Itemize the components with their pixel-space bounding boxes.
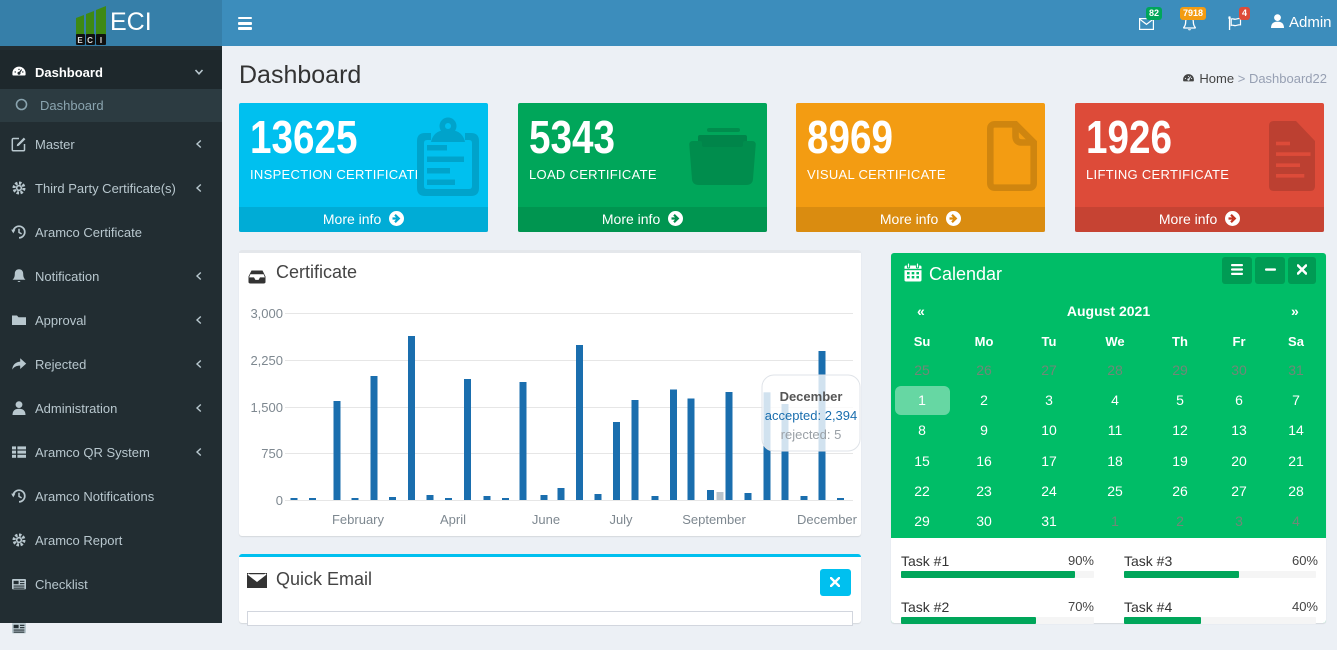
svg-text:750: 750: [261, 446, 283, 461]
svg-text:I: I: [100, 36, 102, 45]
svg-text:July: July: [609, 512, 633, 527]
svg-text:1,500: 1,500: [250, 400, 283, 415]
svg-text:3,000: 3,000: [250, 306, 283, 321]
svg-text:0: 0: [276, 493, 283, 508]
svg-text:June: June: [532, 512, 560, 527]
svg-text:rejected: 5: rejected: 5: [781, 427, 842, 442]
svg-text:2,250: 2,250: [250, 353, 283, 368]
svg-text:April: April: [440, 512, 466, 527]
svg-text:E: E: [77, 36, 83, 45]
svg-text:February: February: [332, 512, 385, 527]
svg-text:C: C: [87, 36, 93, 45]
svg-text:December: December: [797, 512, 858, 527]
svg-text:December: December: [780, 389, 843, 404]
svg-text:accepted: 2,394: accepted: 2,394: [765, 408, 858, 423]
svg-text:September: September: [682, 512, 746, 527]
